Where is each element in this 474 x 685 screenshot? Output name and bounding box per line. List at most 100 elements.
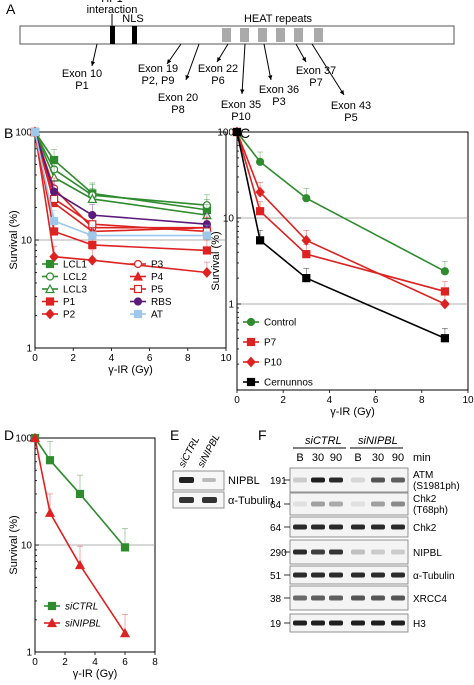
legend-label: P10 bbox=[264, 358, 282, 369]
band bbox=[391, 549, 405, 555]
data-point bbox=[302, 250, 311, 259]
series-lcl2 bbox=[30, 127, 211, 210]
band bbox=[391, 524, 405, 530]
legend-item: Cernunnos bbox=[243, 378, 313, 389]
data-point bbox=[49, 194, 59, 204]
legend-item: LCL1 bbox=[42, 260, 87, 271]
band bbox=[371, 477, 385, 483]
data-point bbox=[301, 234, 312, 246]
exon-label: Exon 10 bbox=[62, 68, 102, 80]
patient-label: P1 bbox=[75, 80, 88, 92]
legend-item: siCTRL bbox=[44, 602, 98, 613]
band bbox=[391, 477, 405, 483]
time-labels: B 30 90 B 30 90 bbox=[296, 452, 404, 464]
mw-label: 64 bbox=[270, 500, 282, 511]
series-line bbox=[34, 131, 207, 226]
data-point bbox=[133, 309, 143, 319]
time-unit: min bbox=[413, 452, 431, 464]
legend-label: P3 bbox=[151, 260, 164, 271]
nls-domain bbox=[132, 26, 137, 44]
y-axis-label: Survival (%) bbox=[210, 231, 222, 290]
legend-item: P5 bbox=[130, 285, 164, 296]
band bbox=[311, 501, 325, 507]
band bbox=[293, 572, 307, 578]
y-tick-label: 100 bbox=[15, 128, 32, 139]
data-point bbox=[120, 543, 130, 552]
series-line bbox=[34, 131, 207, 233]
mw-label: 290 bbox=[270, 548, 287, 559]
x-axis-label: γ-IR (Gy) bbox=[73, 668, 118, 680]
data-point bbox=[133, 284, 143, 294]
x-tick-label: 6 bbox=[373, 395, 379, 406]
exon-label: Exon 37 bbox=[296, 65, 336, 77]
x-tick-label: 10 bbox=[462, 395, 474, 406]
band bbox=[293, 524, 307, 530]
data-point bbox=[49, 251, 59, 263]
band-label-tubulin: α-Tubulin bbox=[228, 495, 274, 507]
data-point bbox=[45, 507, 55, 517]
mw-label: 38 bbox=[270, 594, 282, 605]
data-point bbox=[440, 267, 449, 276]
series-line bbox=[34, 131, 208, 211]
data-point bbox=[88, 211, 97, 220]
series-line bbox=[236, 131, 446, 305]
data-point bbox=[256, 207, 265, 216]
exon-label: Exon 43 bbox=[331, 100, 371, 112]
y-tick-label: 10 bbox=[21, 541, 33, 552]
series-p7 bbox=[232, 127, 449, 296]
patient-label: P2, P9 bbox=[141, 75, 174, 87]
y-tick-label: 10 bbox=[21, 236, 33, 247]
data-point bbox=[246, 377, 256, 387]
legend-label: P2 bbox=[63, 310, 76, 321]
legend-label: LCL2 bbox=[63, 272, 87, 283]
x-axis-label: γ-IR (Gy) bbox=[330, 406, 375, 418]
x-tick-label: 6 bbox=[122, 657, 128, 668]
data-point bbox=[256, 236, 265, 245]
x-tick-label: 10 bbox=[220, 353, 232, 364]
y-axis-label: Survival (%) bbox=[8, 210, 20, 269]
legend-item: siNIPBL bbox=[44, 617, 101, 630]
panel-a-letter: A bbox=[6, 1, 16, 17]
series-line bbox=[34, 131, 207, 229]
y-tick-label: 1 bbox=[26, 344, 32, 355]
plot-frame bbox=[236, 131, 469, 391]
data-point bbox=[30, 127, 40, 137]
mw-label: 51 bbox=[270, 571, 282, 582]
blot-row: 19 H3 bbox=[270, 613, 426, 633]
band bbox=[329, 477, 343, 483]
series-line bbox=[34, 437, 126, 548]
patient-label: P7 bbox=[309, 77, 322, 89]
y-tick-label: 10 bbox=[223, 214, 235, 225]
panel-d-letter: D bbox=[4, 427, 14, 443]
time-label: 30 bbox=[312, 452, 324, 464]
series-lcl1 bbox=[30, 127, 211, 214]
blot-row: 191 ATM (S1981ph) bbox=[270, 467, 460, 493]
legend-label: siCTRL bbox=[65, 602, 98, 613]
x-axis-label: γ-IR (Gy) bbox=[108, 364, 153, 376]
data-point bbox=[30, 432, 40, 443]
row-label: XRCC4 bbox=[413, 594, 447, 605]
exon-label: Exon 35 bbox=[221, 99, 261, 111]
series-line bbox=[34, 131, 207, 252]
x-tick-label: 8 bbox=[152, 657, 158, 668]
patient-label: P5 bbox=[344, 112, 357, 124]
series-line bbox=[236, 131, 446, 293]
data-point bbox=[202, 231, 211, 240]
legend-label: LCL3 bbox=[63, 285, 87, 296]
band bbox=[371, 572, 385, 578]
band bbox=[329, 549, 343, 555]
mw-label: 191 bbox=[270, 476, 287, 487]
legend-label: Cernunnos bbox=[264, 378, 313, 389]
data-point bbox=[302, 274, 311, 283]
series-control bbox=[232, 127, 449, 276]
data-point bbox=[75, 489, 85, 499]
band bbox=[293, 595, 307, 601]
band bbox=[311, 549, 325, 555]
x-tick-label: 6 bbox=[147, 353, 153, 364]
